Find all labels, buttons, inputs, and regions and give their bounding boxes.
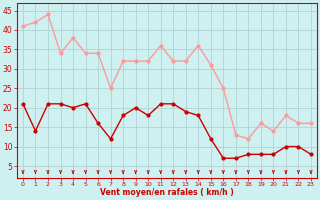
X-axis label: Vent moyen/en rafales ( km/h ): Vent moyen/en rafales ( km/h )	[100, 188, 234, 197]
